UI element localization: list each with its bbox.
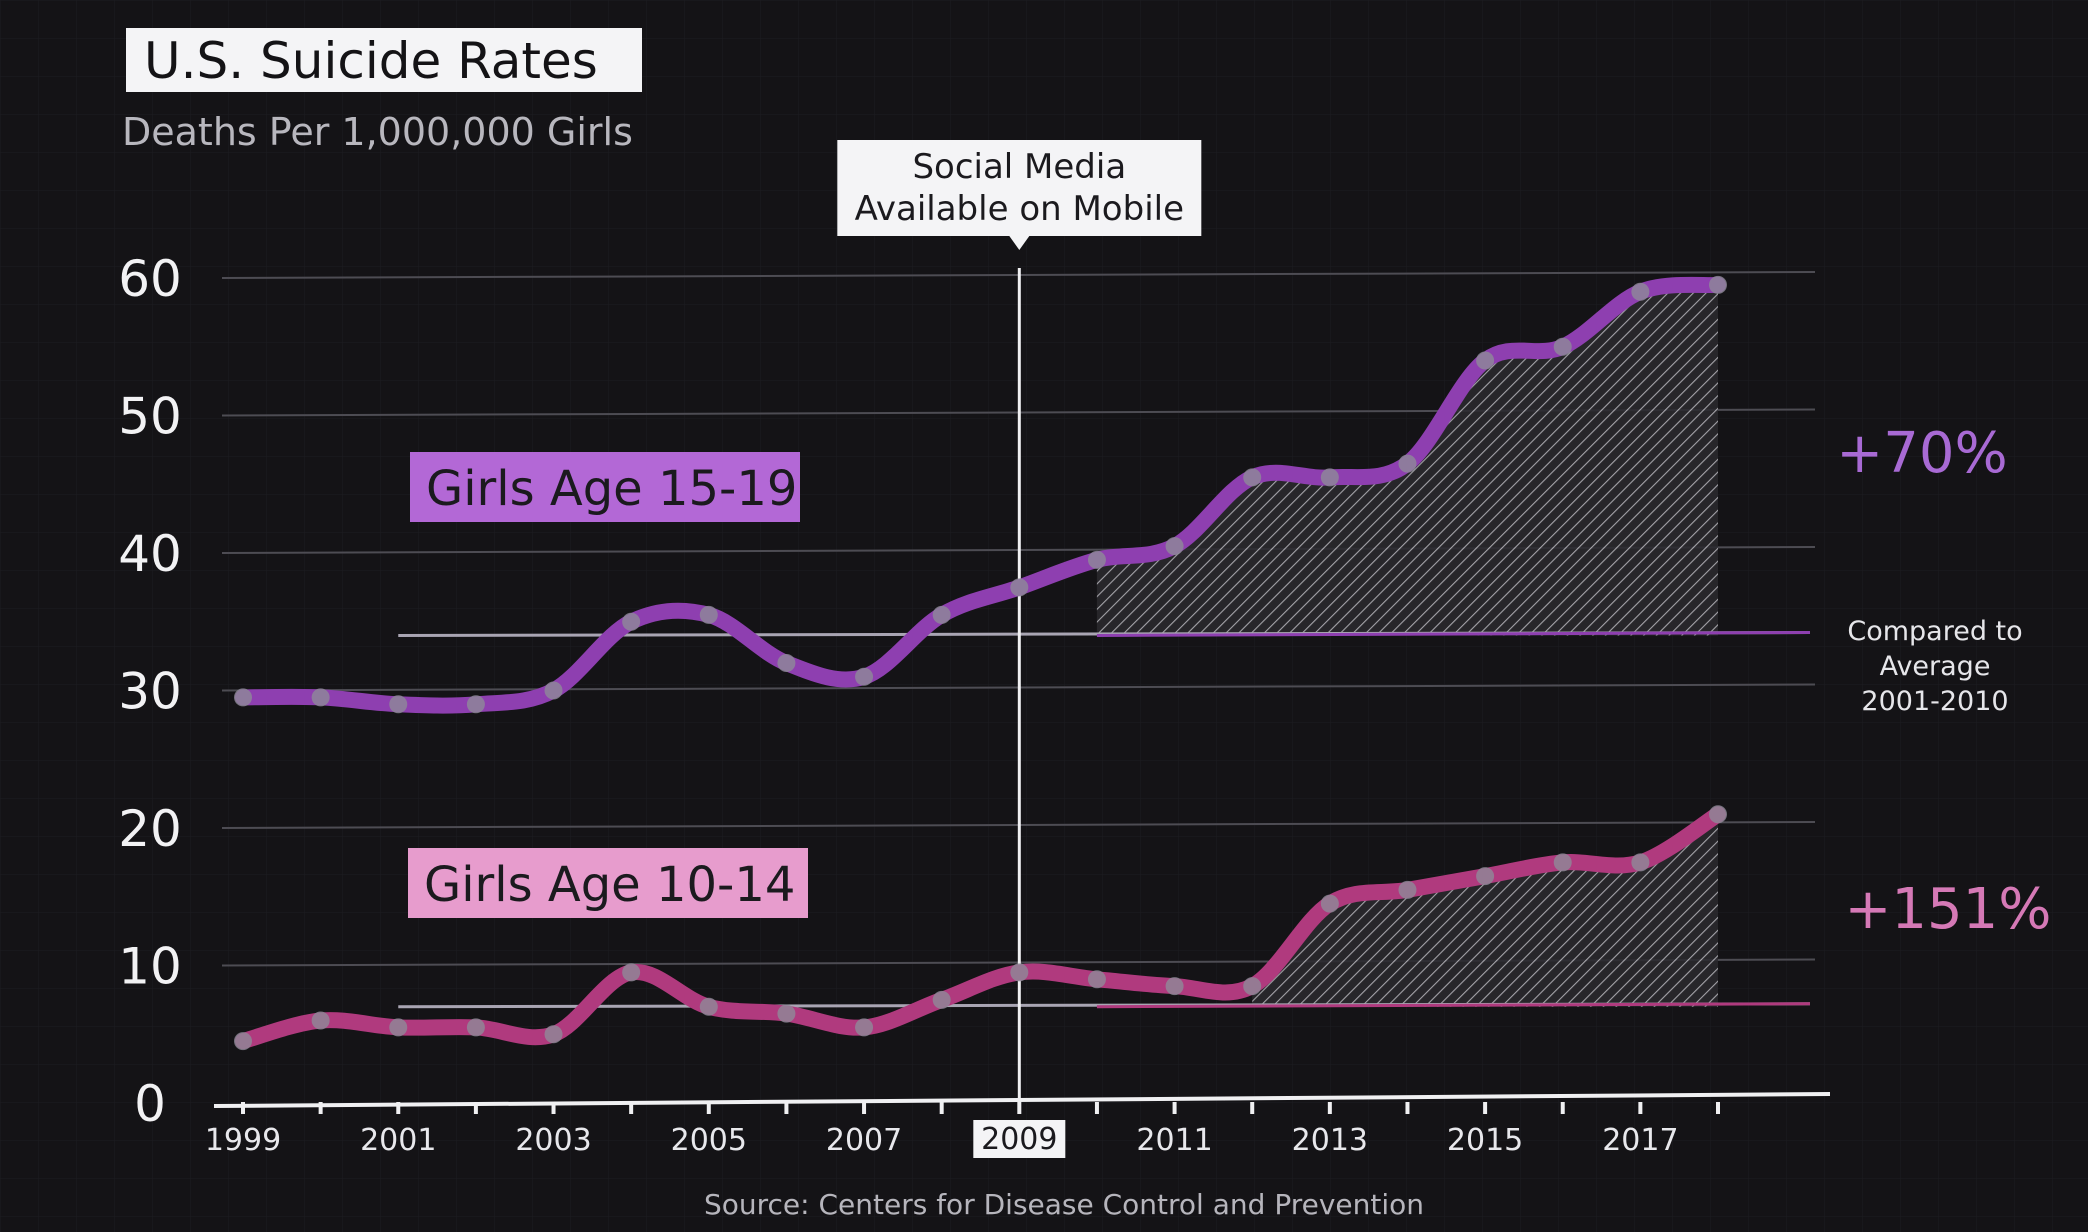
y-tick-label-10: 10	[118, 938, 182, 996]
data-point-0-2004	[622, 612, 641, 631]
baseline-note-line-3: 2001-2010	[1861, 686, 2008, 717]
x-tick-label-2017: 2017	[1602, 1123, 1678, 1158]
x-tick-label-2011: 2011	[1136, 1123, 1212, 1158]
y-axis-tick-labels: 0 10 20 30 40 50 60	[118, 250, 182, 1133]
x-axis-line	[213, 1092, 1831, 1108]
data-point-0-2007	[855, 667, 874, 686]
series-label-15-19: Girls Age 15-19	[426, 461, 797, 517]
data-point-1-2002	[466, 1018, 485, 1037]
social-media-callout: Social Media Available on Mobile	[837, 140, 1202, 250]
data-point-0-2013	[1320, 468, 1339, 487]
data-point-0-2008	[932, 605, 951, 624]
series-label-10-14-box	[408, 848, 808, 918]
data-point-0-2012	[1243, 468, 1262, 487]
data-point-0-2016	[1553, 337, 1572, 356]
title-box	[126, 28, 642, 92]
change-label-10-14: +151%	[1844, 877, 2051, 942]
x-tick-label-2009: 2009	[981, 1122, 1057, 1157]
data-point-1-2018	[1709, 805, 1727, 824]
data-point-1-2012	[1243, 977, 1262, 996]
x-tick-label-1999: 1999	[205, 1123, 281, 1158]
y-tick-label-30: 30	[118, 663, 182, 721]
data-point-0-2017	[1631, 282, 1650, 301]
callout-box	[837, 140, 1202, 236]
series-line-0	[235, 276, 1726, 714]
data-point-1-2011	[1165, 977, 1184, 996]
y-tick-label-40: 40	[118, 525, 182, 583]
data-point-1-1999	[234, 1032, 252, 1051]
series-line-1	[235, 806, 1726, 1050]
average-baseline-highlight-0	[1096, 631, 1811, 637]
chart-subtitle: Deaths Per 1,000,000 Girls	[122, 110, 633, 154]
y-tick-label-50: 50	[118, 388, 182, 446]
data-point-0-1999	[234, 688, 252, 707]
callout-line-1: Social Media	[912, 147, 1126, 187]
data-point-1-2004	[622, 963, 641, 982]
data-point-1-2010	[1087, 970, 1106, 989]
change-area-1	[1252, 814, 1718, 1007]
series-lines	[235, 276, 1726, 1050]
data-point-0-2011	[1165, 537, 1184, 556]
y-tick-label-60: 60	[118, 250, 182, 308]
x-tick-label-2013: 2013	[1292, 1123, 1368, 1158]
y-tick-label-0: 0	[134, 1075, 166, 1133]
source-note: Source: Centers for Disease Control and …	[704, 1188, 1424, 1221]
data-point-1-2008	[932, 990, 951, 1009]
data-point-0-2001	[389, 695, 408, 714]
data-point-0-2010	[1087, 550, 1106, 569]
data-point-0-2018	[1709, 275, 1727, 294]
data-point-1-2007	[855, 1018, 874, 1037]
change-areas	[1096, 284, 1718, 1007]
data-point-1-2013	[1320, 894, 1339, 913]
series-points	[234, 275, 1727, 1051]
data-point-1-2003	[544, 1025, 563, 1044]
x-axis: 1999 2001 2003 2005 2007 2009 2011 2013 2015 2017	[205, 1092, 1831, 1158]
data-point-1-2006	[777, 1004, 796, 1023]
series-label-15-19-box	[410, 452, 800, 522]
baseline-note-line-1: Compared to	[1847, 616, 2022, 647]
x-tick-label-2007: 2007	[826, 1123, 902, 1158]
data-point-0-2005	[699, 605, 718, 624]
callout-pointer	[1009, 236, 1030, 250]
average-baseline-highlight-1	[1096, 1002, 1811, 1009]
x-tick-label-2001: 2001	[360, 1123, 436, 1158]
data-point-0-2009	[1010, 578, 1029, 597]
data-point-1-2009	[1010, 963, 1029, 982]
baseline-note-line-2: Average	[1880, 651, 1991, 682]
callout-line-2: Available on Mobile	[855, 189, 1184, 229]
data-point-1-2000	[311, 1011, 330, 1030]
data-point-1-2015	[1476, 867, 1495, 886]
data-point-0-2003	[544, 681, 563, 700]
x-tick-highlight-box	[973, 1120, 1066, 1158]
x-tick-label-2015: 2015	[1447, 1123, 1523, 1158]
data-point-0-2014	[1398, 454, 1417, 473]
chart-title: U.S. Suicide Rates	[144, 32, 598, 90]
y-tick-label-20: 20	[118, 800, 182, 858]
data-point-1-2001	[389, 1018, 408, 1037]
data-point-1-2017	[1631, 853, 1650, 872]
data-point-0-2015	[1476, 351, 1495, 370]
data-point-1-2016	[1553, 853, 1572, 872]
data-point-0-2002	[466, 695, 485, 714]
data-point-1-2005	[699, 997, 718, 1016]
data-point-0-2006	[777, 654, 796, 672]
series-label-10-14: Girls Age 10-14	[424, 857, 795, 913]
data-point-0-2000	[311, 688, 330, 707]
change-area-0	[1096, 284, 1718, 636]
x-tick-label-2003: 2003	[515, 1123, 591, 1158]
average-baselines	[398, 631, 1811, 1009]
x-tick-label-2005: 2005	[671, 1123, 747, 1158]
data-point-1-2014	[1398, 880, 1417, 899]
change-label-15-19: +70%	[1836, 421, 2007, 486]
